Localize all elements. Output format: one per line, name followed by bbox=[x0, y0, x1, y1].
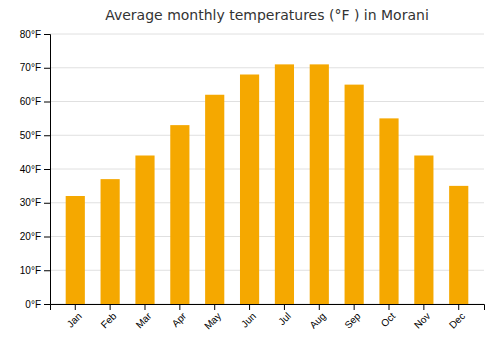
tick-mark bbox=[44, 270, 50, 271]
bar bbox=[170, 125, 189, 304]
tick-label: 0°F bbox=[25, 299, 41, 310]
tick-mark bbox=[458, 304, 459, 310]
tick-mark bbox=[179, 304, 180, 310]
tick-mark bbox=[144, 304, 145, 310]
tick-label: 20°F bbox=[20, 231, 41, 242]
tick-mark bbox=[44, 304, 50, 305]
bar bbox=[379, 118, 398, 304]
tick-label: Jul bbox=[276, 310, 293, 327]
tick-label: 40°F bbox=[20, 164, 41, 175]
tick-mark bbox=[319, 304, 320, 310]
tick-mark bbox=[389, 304, 390, 310]
tick: Jul bbox=[276, 304, 293, 327]
tick-label: Oct bbox=[379, 310, 398, 329]
grid-line bbox=[50, 135, 484, 136]
tick-label: Feb bbox=[99, 310, 119, 330]
tick-label: 10°F bbox=[20, 265, 41, 276]
grid bbox=[50, 34, 484, 304]
tick-mark bbox=[75, 304, 76, 310]
tick: 30°F bbox=[20, 197, 50, 208]
tick-label: Apr bbox=[170, 310, 189, 329]
tick-label: Dec bbox=[447, 310, 467, 330]
tick-label: 80°F bbox=[20, 29, 41, 40]
bar bbox=[240, 75, 259, 305]
tick: May bbox=[202, 304, 223, 332]
tick-mark bbox=[354, 304, 355, 310]
bar bbox=[205, 95, 224, 304]
bar bbox=[101, 179, 120, 304]
bar bbox=[414, 156, 433, 305]
bar bbox=[66, 196, 85, 304]
tick: 50°F bbox=[20, 130, 50, 141]
tick: Apr bbox=[170, 304, 189, 329]
axis-line bbox=[51, 305, 485, 311]
tick: 60°F bbox=[20, 96, 50, 107]
axis-line bbox=[44, 35, 51, 305]
tick: Sep bbox=[342, 304, 363, 331]
tick-mark bbox=[44, 237, 50, 238]
tick: 40°F bbox=[20, 164, 50, 175]
tick: 20°F bbox=[20, 231, 50, 242]
bar bbox=[449, 186, 468, 304]
tick-mark bbox=[423, 304, 424, 310]
tick-label: Mar bbox=[134, 310, 154, 330]
grid-line bbox=[50, 67, 484, 68]
tick-label: 70°F bbox=[20, 62, 41, 73]
bar bbox=[275, 64, 294, 304]
tick: Feb bbox=[99, 304, 119, 330]
tick-mark bbox=[44, 203, 50, 204]
tick-label: 60°F bbox=[20, 96, 41, 107]
tick-label: Sep bbox=[342, 310, 363, 331]
tick-mark bbox=[44, 34, 50, 35]
tick: 80°F bbox=[20, 29, 50, 40]
tick-label: May bbox=[202, 310, 223, 331]
tick-label: Jun bbox=[239, 310, 258, 329]
tick: Dec bbox=[447, 304, 467, 331]
tick-mark bbox=[44, 135, 50, 136]
tick: Oct bbox=[379, 304, 398, 329]
tick: Nov bbox=[412, 304, 432, 331]
tick-mark bbox=[44, 169, 50, 170]
tick: Jun bbox=[239, 304, 258, 330]
tick: 10°F bbox=[20, 265, 50, 276]
tick-mark bbox=[44, 68, 50, 69]
bar bbox=[310, 64, 329, 304]
tick-mark bbox=[214, 304, 215, 310]
chart: 0°F 10°F 20°F 30°F 40°F 50°F 60°F 70°F 80°F Jan Fe… bbox=[0, 0, 500, 350]
tick-mark bbox=[249, 304, 250, 310]
tick-mark bbox=[284, 304, 285, 310]
grid-line bbox=[50, 101, 484, 102]
tick: Jan bbox=[65, 304, 84, 330]
bar bbox=[135, 156, 154, 305]
tick-mark bbox=[110, 304, 111, 310]
tick-label: 50°F bbox=[20, 130, 41, 141]
title: Average monthly temperatures (°F ) in Mo… bbox=[105, 7, 429, 23]
x-axis: Jan Feb Mar Apr May Jun Jul Aug Sep Oct Nov Dec bbox=[51, 304, 485, 332]
tick-label: 30°F bbox=[20, 197, 41, 208]
plot-area: 0°F 10°F 20°F 30°F 40°F 50°F 60°F 70°F 80°F Jan Fe… bbox=[20, 29, 485, 332]
tick-label: Aug bbox=[307, 310, 327, 330]
tick: 70°F bbox=[20, 62, 50, 73]
y-axis: 0°F 10°F 20°F 30°F 40°F 50°F 60°F 70°F 80°F bbox=[20, 29, 51, 310]
bar bbox=[345, 85, 364, 304]
tick-label: Jan bbox=[65, 310, 84, 329]
tick-mark bbox=[44, 102, 50, 103]
tick: Aug bbox=[307, 304, 327, 331]
tick-label: Nov bbox=[412, 310, 432, 330]
grid-line bbox=[50, 34, 484, 35]
bars bbox=[66, 64, 469, 304]
tick: 0°F bbox=[25, 299, 50, 310]
tick: Mar bbox=[134, 304, 154, 330]
